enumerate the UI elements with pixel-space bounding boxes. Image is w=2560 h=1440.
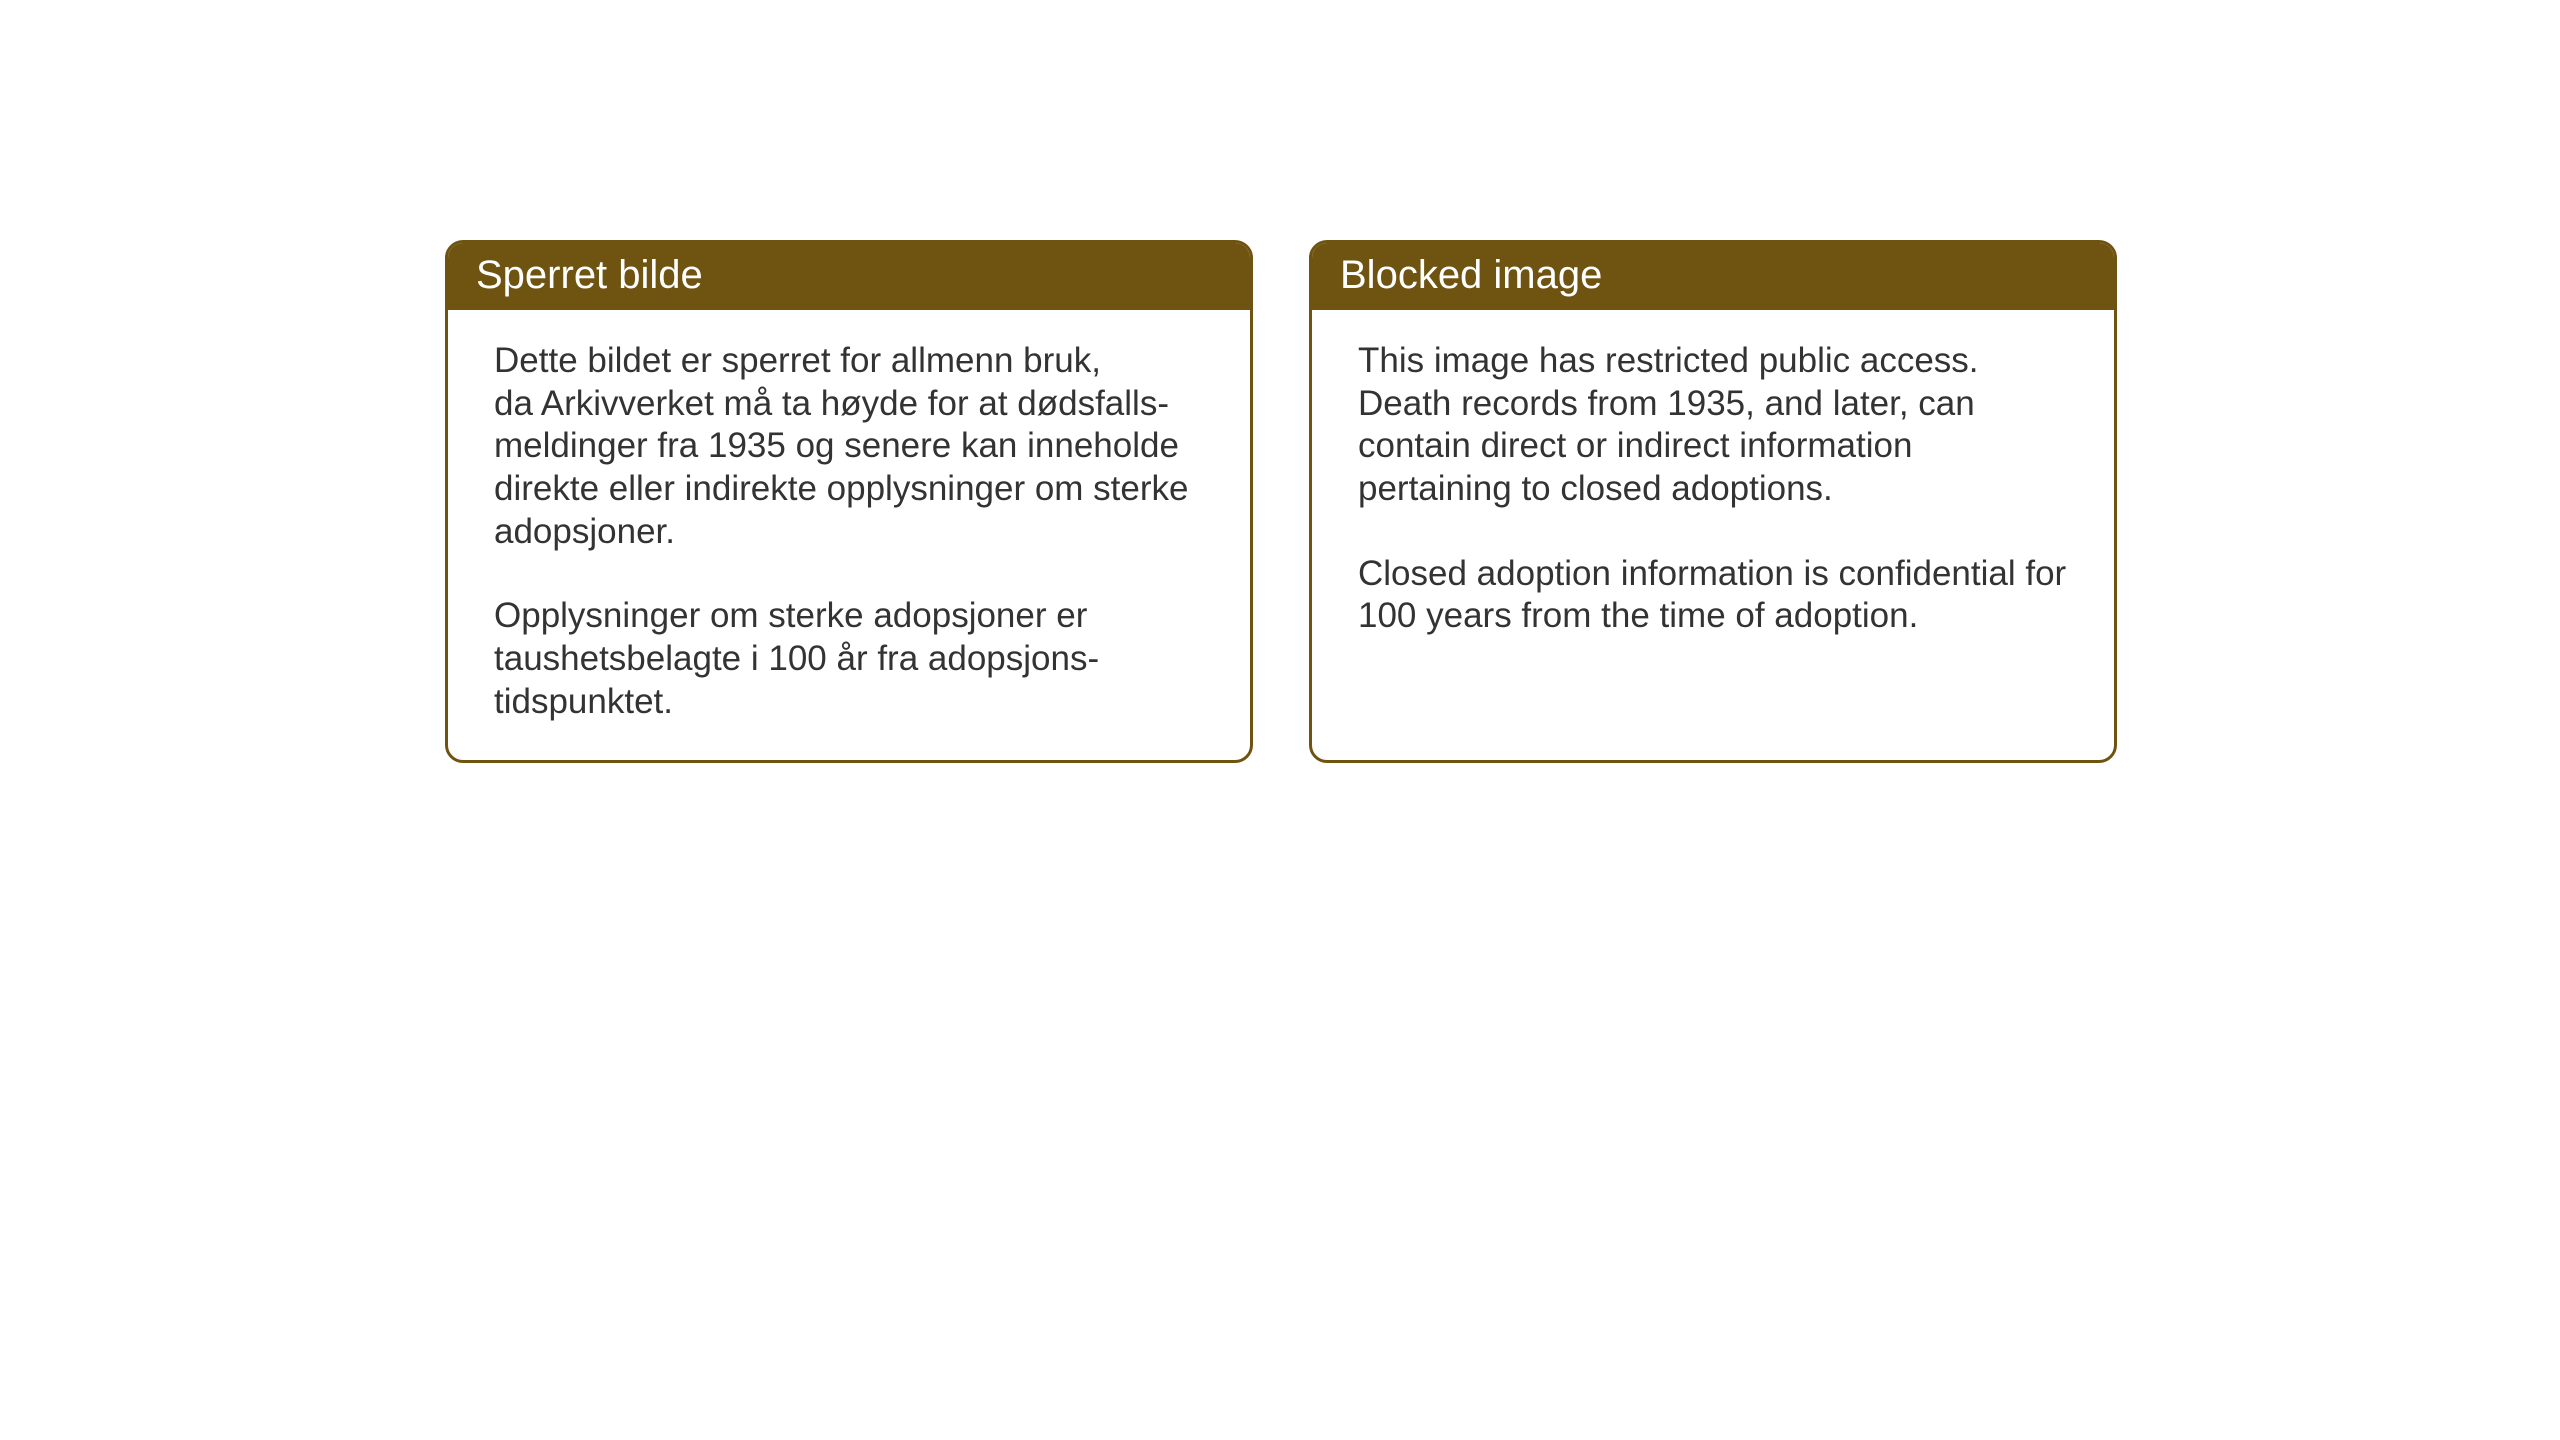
card-norwegian: Sperret bilde Dette bildet er sperret fo… bbox=[445, 240, 1253, 763]
card-header-norwegian: Sperret bilde bbox=[448, 243, 1250, 310]
paragraph-en-1: This image has restricted public access.… bbox=[1358, 340, 2068, 511]
card-header-english: Blocked image bbox=[1312, 243, 2114, 310]
cards-container: Sperret bilde Dette bildet er sperret fo… bbox=[445, 240, 2560, 763]
card-english: Blocked image This image has restricted … bbox=[1309, 240, 2117, 763]
paragraph-no-2: Opplysninger om sterke adopsjoner er tau… bbox=[494, 595, 1204, 723]
card-body-english: This image has restricted public access.… bbox=[1312, 310, 2114, 750]
paragraph-en-2: Closed adoption information is confident… bbox=[1358, 553, 2068, 638]
card-body-norwegian: Dette bildet er sperret for allmenn bruk… bbox=[448, 310, 1250, 760]
paragraph-no-1: Dette bildet er sperret for allmenn bruk… bbox=[494, 340, 1204, 553]
